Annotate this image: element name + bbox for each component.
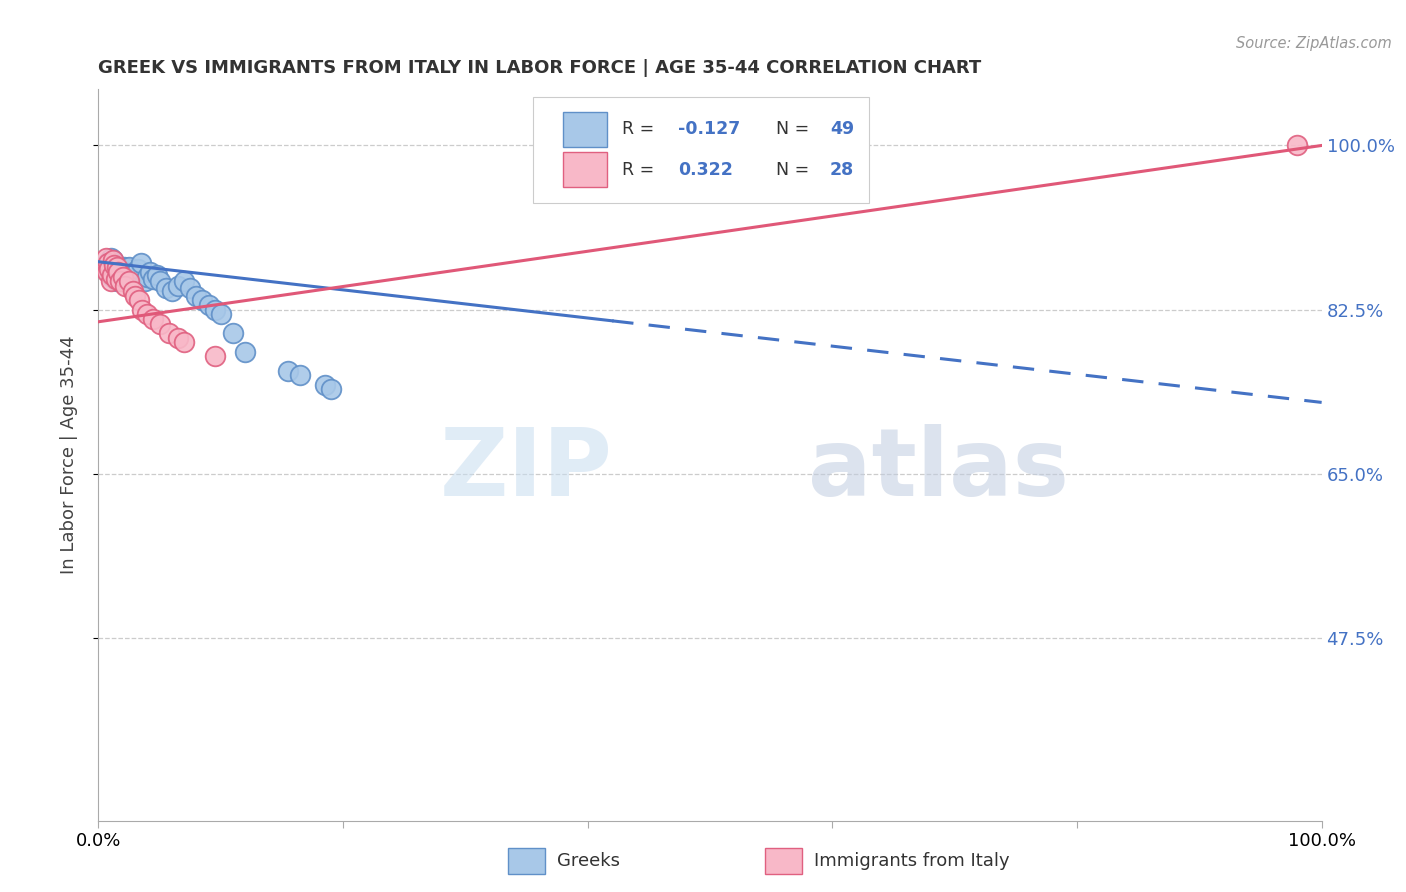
Point bbox=[118, 275, 141, 289]
Y-axis label: In Labor Force | Age 35-44: In Labor Force | Age 35-44 bbox=[59, 335, 77, 574]
Point bbox=[186, 288, 208, 302]
Point bbox=[105, 268, 128, 282]
Point bbox=[204, 302, 226, 317]
FancyBboxPatch shape bbox=[765, 848, 801, 873]
Point bbox=[136, 307, 159, 321]
Point bbox=[120, 269, 142, 284]
Text: R =: R = bbox=[621, 161, 659, 178]
Point bbox=[105, 260, 128, 275]
Point bbox=[110, 275, 132, 289]
Text: GREEK VS IMMIGRANTS FROM ITALY IN LABOR FORCE | AGE 35-44 CORRELATION CHART: GREEK VS IMMIGRANTS FROM ITALY IN LABOR … bbox=[98, 59, 981, 77]
Point bbox=[110, 260, 132, 275]
Point bbox=[197, 298, 219, 312]
Point bbox=[149, 317, 172, 331]
Point bbox=[98, 259, 121, 273]
Point bbox=[142, 312, 165, 326]
Point bbox=[93, 260, 115, 275]
Point bbox=[103, 259, 125, 273]
Point bbox=[115, 275, 138, 289]
Point bbox=[112, 260, 135, 275]
Point bbox=[167, 279, 190, 293]
Point bbox=[101, 252, 124, 267]
Point bbox=[167, 331, 190, 345]
Text: Greeks: Greeks bbox=[557, 852, 620, 870]
Point bbox=[105, 275, 128, 289]
Point bbox=[124, 288, 146, 302]
Point bbox=[173, 275, 195, 289]
Point bbox=[209, 307, 232, 321]
Point bbox=[103, 255, 125, 269]
FancyBboxPatch shape bbox=[508, 848, 546, 873]
Point bbox=[129, 255, 152, 269]
FancyBboxPatch shape bbox=[564, 112, 607, 147]
Point bbox=[108, 271, 131, 285]
FancyBboxPatch shape bbox=[564, 153, 607, 187]
Point bbox=[111, 269, 134, 284]
Point bbox=[146, 268, 169, 282]
Point bbox=[1286, 138, 1309, 153]
Point bbox=[124, 265, 146, 279]
Text: N =: N = bbox=[776, 161, 815, 178]
Point bbox=[96, 265, 118, 279]
Point bbox=[179, 281, 201, 295]
Text: 49: 49 bbox=[830, 120, 853, 138]
Text: atlas: atlas bbox=[808, 424, 1069, 516]
FancyBboxPatch shape bbox=[533, 96, 869, 202]
Point bbox=[155, 281, 177, 295]
Point bbox=[149, 275, 172, 289]
Point bbox=[131, 302, 153, 317]
Point bbox=[314, 377, 336, 392]
Text: 28: 28 bbox=[830, 161, 855, 178]
Point bbox=[101, 268, 124, 282]
Point bbox=[101, 259, 124, 273]
Point bbox=[191, 293, 214, 308]
Point bbox=[97, 265, 120, 279]
Point bbox=[104, 260, 127, 275]
Point bbox=[114, 265, 136, 279]
Point bbox=[100, 275, 122, 289]
Point bbox=[101, 269, 124, 284]
Point bbox=[111, 271, 134, 285]
Point bbox=[121, 284, 143, 298]
Point bbox=[94, 251, 117, 265]
Point bbox=[142, 271, 165, 285]
Point bbox=[157, 326, 180, 340]
Point bbox=[233, 344, 256, 359]
Text: N =: N = bbox=[776, 120, 815, 138]
Point bbox=[139, 265, 162, 279]
Point bbox=[128, 293, 150, 308]
Point bbox=[98, 262, 121, 277]
Point bbox=[111, 269, 134, 284]
Point bbox=[319, 382, 342, 396]
Point bbox=[204, 350, 226, 364]
Text: R =: R = bbox=[621, 120, 659, 138]
Point bbox=[277, 363, 299, 377]
Point bbox=[104, 271, 127, 285]
Point bbox=[93, 260, 115, 275]
Point bbox=[127, 262, 149, 277]
Point bbox=[107, 262, 129, 277]
Point bbox=[118, 260, 141, 275]
Text: 0.322: 0.322 bbox=[678, 161, 733, 178]
Point bbox=[107, 265, 129, 279]
Point bbox=[160, 284, 183, 298]
Text: Immigrants from Italy: Immigrants from Italy bbox=[814, 852, 1010, 870]
Point bbox=[173, 335, 195, 350]
Point bbox=[96, 255, 118, 269]
Point bbox=[136, 269, 159, 284]
Point bbox=[97, 255, 120, 269]
Point bbox=[222, 326, 245, 340]
Point bbox=[114, 279, 136, 293]
Point bbox=[134, 275, 156, 289]
Text: ZIP: ZIP bbox=[439, 424, 612, 516]
Text: -0.127: -0.127 bbox=[678, 120, 741, 138]
Point bbox=[100, 251, 122, 265]
Text: Source: ZipAtlas.com: Source: ZipAtlas.com bbox=[1236, 36, 1392, 51]
Point bbox=[100, 262, 122, 277]
Point bbox=[290, 368, 312, 383]
Point bbox=[101, 252, 124, 267]
Point bbox=[110, 265, 132, 279]
